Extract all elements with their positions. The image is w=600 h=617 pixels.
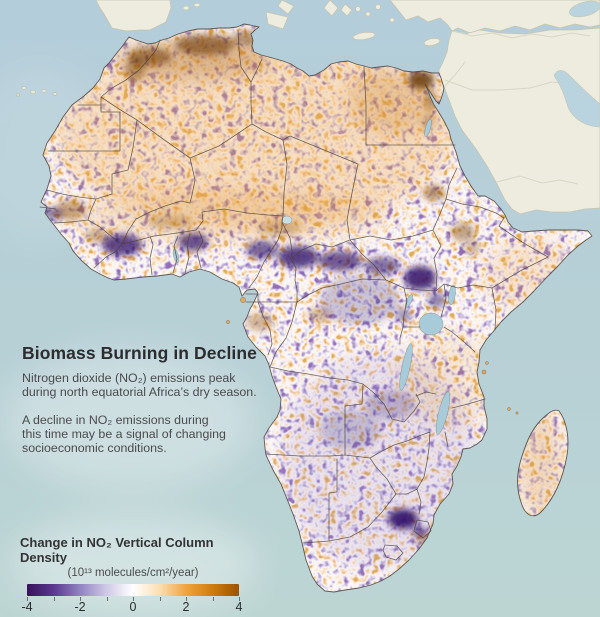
italy-sicily [265,11,289,30]
lake-turkana [448,284,456,306]
legend-units: (10¹³ molecules/cm²/year) [67,567,199,579]
lake-tanganyika [399,343,413,391]
canary-islands [21,86,27,90]
zanzibar-island [481,369,487,375]
detail-paragraph: A decline in NO₂ emissions during this t… [22,413,262,456]
legend-gradient-bar [27,584,239,596]
comoros-islands [507,407,511,411]
paragraph-line: this time may be a signal of changing [22,426,226,441]
legend: Change in NO₂ Vertical Column Density (1… [20,535,248,616]
legend-tick-label: -2 [74,600,86,614]
lake-victoria [418,312,444,336]
legend-ticks [27,596,240,601]
legend-tick-label: -4 [21,600,33,614]
crete [352,31,376,41]
small-islands [16,86,519,415]
paragraph-line: socioeconomic conditions. [22,441,167,456]
lake-malawi [435,391,451,435]
country-borders [39,29,549,561]
bioko-island [240,297,246,303]
balearic-islands [182,5,190,11]
lake-nasser [424,119,432,137]
legend-tick-label: 4 [235,600,243,614]
paragraph-line: during north equatorial Africa’s dry sea… [22,385,257,400]
legend-title: Change in NO₂ Vertical Column Density [20,535,214,565]
cyprus [423,37,441,47]
paragraph-line: Nitrogen dioxide (NO₂) emissions peak [22,371,236,385]
sao-tome-island [226,320,230,324]
anatolia [389,0,600,34]
legend-tick-label: 0 [129,600,137,614]
greece [323,0,339,17]
page-title: Biomass Burning in Decline [22,343,258,363]
legend-colorbar: -4 -2 0 2 4 [21,584,242,616]
persian-gulf [553,70,600,128]
iberia [95,0,172,32]
intro-paragraph: Nitrogen dioxide (NO₂) emissions peak du… [22,371,262,400]
italy-toe [277,0,295,15]
paragraph-line: A decline in NO₂ emissions during [22,412,209,427]
lake-van [569,0,600,18]
legend-tick-label: 2 [182,600,190,614]
legend-tick-labels: -4 -2 0 2 4 [21,600,242,614]
non-data-borders [443,30,591,185]
title-block: Biomass Burning in Decline Nitrogen diox… [22,343,262,455]
lake-chad [281,215,293,225]
